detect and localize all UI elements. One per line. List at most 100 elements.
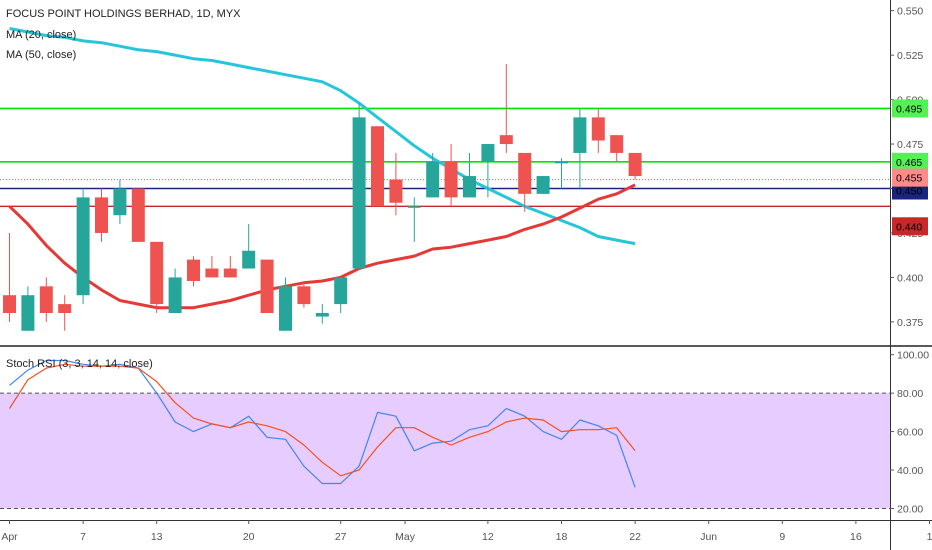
candle-body[interactable] (481, 144, 495, 162)
candle-body[interactable] (371, 126, 384, 207)
candle-body[interactable] (463, 176, 476, 198)
candle-body[interactable] (242, 250, 256, 269)
candle[interactable] (352, 103, 366, 269)
candle[interactable] (610, 135, 624, 162)
candle[interactable] (481, 144, 495, 198)
price-tick-label: 0.550 (897, 6, 923, 18)
stoch-tick-label: 60.00 (897, 427, 923, 439)
candle[interactable] (3, 232, 16, 322)
candle-body[interactable] (591, 117, 605, 141)
candle-body[interactable] (499, 135, 513, 145)
stoch-rsi-legend[interactable]: Stoch RSI (3, 3, 14, 14, close) (6, 358, 153, 370)
candle[interactable] (113, 179, 127, 225)
stoch-tick-label: 100.00 (897, 350, 929, 362)
candle[interactable] (536, 176, 550, 194)
candle-body[interactable] (76, 197, 90, 296)
candle-body[interactable] (628, 152, 642, 177)
candle-body[interactable] (39, 286, 53, 313)
candle-body[interactable] (279, 286, 292, 331)
candle[interactable] (205, 256, 219, 278)
ma50-layer (9, 27, 636, 246)
candle-body[interactable] (21, 295, 35, 331)
candle-body[interactable] (297, 286, 311, 305)
candle-body[interactable] (131, 188, 145, 242)
candle[interactable] (407, 197, 421, 242)
candle[interactable] (242, 224, 256, 269)
candle[interactable] (555, 158, 568, 189)
price-tag[interactable]: 0.440 (892, 217, 928, 236)
price-tag[interactable]: 0.495 (892, 99, 928, 118)
candle[interactable] (444, 144, 458, 207)
candle-body[interactable] (95, 197, 108, 233)
stoch-tick-label: 80.00 (897, 388, 923, 400)
candle[interactable] (150, 241, 164, 313)
candle[interactable] (389, 152, 403, 216)
price-tag-bg (892, 99, 928, 118)
candle-body[interactable] (334, 277, 348, 305)
price-tag[interactable]: 0.465 (892, 152, 928, 171)
candle-body[interactable] (205, 268, 219, 278)
candle[interactable] (21, 286, 35, 331)
candle[interactable] (371, 126, 384, 207)
candle-body[interactable] (444, 161, 458, 198)
price-tick-label: 0.375 (897, 317, 923, 329)
candle[interactable] (334, 277, 348, 313)
price-tick-label: 0.525 (897, 50, 923, 62)
candle-body[interactable] (536, 176, 550, 194)
candle-body[interactable] (426, 161, 440, 198)
candle-body[interactable] (150, 241, 164, 305)
candle[interactable] (499, 64, 513, 153)
candle-body[interactable] (3, 295, 16, 313)
candle[interactable] (260, 259, 274, 313)
candle-body[interactable] (610, 135, 624, 153)
candle[interactable] (297, 280, 311, 308)
price-tag-label: 0.450 (896, 186, 922, 198)
time-tick-label: 1 (927, 531, 932, 543)
candle[interactable] (95, 188, 108, 242)
candle[interactable] (573, 108, 587, 189)
candle[interactable] (223, 256, 237, 278)
candle-body[interactable] (352, 117, 366, 269)
candle[interactable] (279, 277, 292, 331)
candle-body[interactable] (168, 277, 182, 313)
symbol-title[interactable]: FOCUS POINT HOLDINGS BERHAD, 1D, MYX (6, 8, 241, 20)
price-tag[interactable]: 0.455 (892, 168, 928, 187)
time-tick-label: 20 (243, 531, 255, 543)
price-pane[interactable] (0, 27, 890, 331)
candle[interactable] (628, 152, 642, 180)
candle[interactable] (187, 256, 200, 287)
candle-body[interactable] (573, 117, 587, 153)
candle[interactable] (58, 295, 72, 331)
candle-body[interactable] (260, 259, 274, 313)
candle[interactable] (39, 277, 53, 322)
candle-body[interactable] (389, 179, 403, 203)
stoch-lines (8, 359, 636, 488)
ma20-legend[interactable]: MA (20, close) (6, 29, 77, 41)
candle-body[interactable] (58, 304, 72, 313)
candle[interactable] (426, 152, 440, 198)
price-tick-label: 0.400 (897, 272, 923, 284)
candle[interactable] (591, 108, 605, 153)
stoch-pane[interactable] (0, 359, 890, 509)
ma50-legend[interactable]: MA (50, close) (6, 49, 77, 61)
candle[interactable] (168, 268, 182, 313)
candle[interactable] (518, 152, 532, 212)
candle[interactable] (131, 188, 145, 242)
candle[interactable] (315, 304, 329, 324)
price-tag-label: 0.465 (896, 157, 922, 169)
candle[interactable] (463, 152, 476, 198)
candle-body[interactable] (518, 152, 532, 194)
time-tick-label: 13 (151, 531, 163, 543)
time-tick-label: May (395, 531, 416, 543)
stoch-line-k (9, 359, 636, 488)
time-tick-label: 22 (629, 531, 641, 543)
candle-body[interactable] (113, 188, 127, 216)
candles-layer[interactable] (3, 64, 642, 331)
candle-body[interactable] (187, 259, 200, 281)
candle[interactable] (76, 188, 90, 305)
candle-body[interactable] (223, 268, 237, 278)
candle-body[interactable] (555, 161, 568, 164)
candle-body[interactable] (407, 206, 421, 208)
candle-body[interactable] (315, 312, 329, 317)
